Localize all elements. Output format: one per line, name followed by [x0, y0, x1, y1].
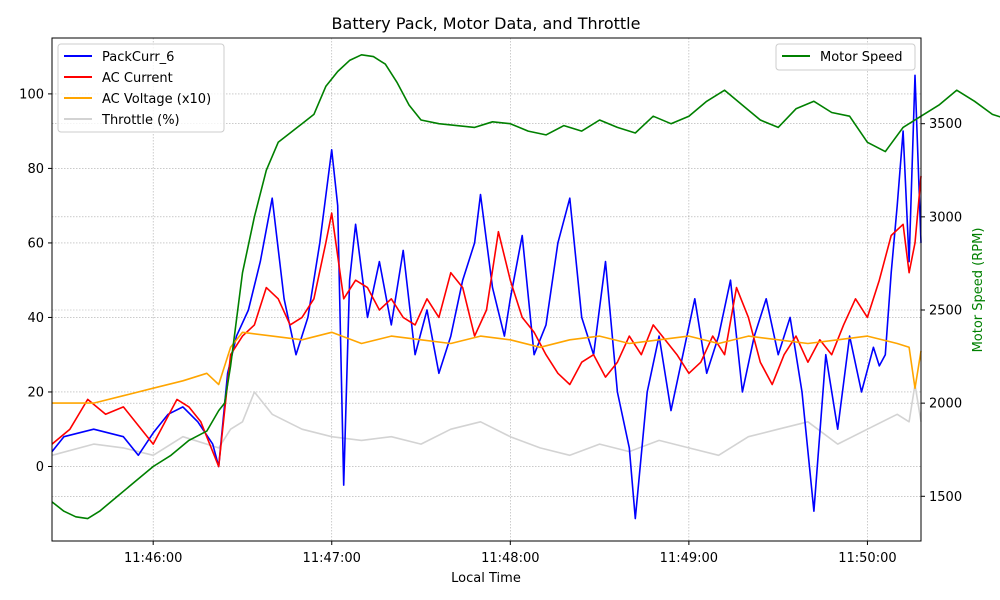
series-line-packcurr-6 [51, 74, 922, 520]
legend-label-throttle: Throttle (%) [101, 113, 180, 128]
legend-label-ac-current: AC Current [102, 71, 173, 86]
x-tick-label: 11:49:00 [660, 551, 718, 566]
y-left-tick-label: 20 [27, 385, 44, 400]
y-right-tick-label: 2500 [929, 303, 962, 318]
y-axis-right-title: Motor Speed (RPM) [971, 228, 986, 353]
chart-title: Battery Pack, Motor Data, and Throttle [332, 14, 641, 33]
y-left-tick-label: 0 [36, 460, 44, 475]
y-left-tick-label: 100 [19, 87, 44, 102]
series-line-motor-speed [51, 54, 1000, 520]
y-right-tick-label: 3000 [929, 210, 962, 225]
legend-right-box [775, 43, 916, 71]
legend-label-packcurr: PackCurr_6 [102, 50, 174, 65]
y-left-tick-label: 80 [27, 162, 44, 177]
y-axis-left: 0 20 40 60 80 100 [19, 87, 52, 475]
x-axis-title: Local Time [451, 571, 521, 586]
series-line-ac-voltage-x10 [52, 331, 922, 404]
legend-right: Motor Speed [775, 43, 916, 71]
y-axis-right: 1500 2000 2500 3000 3500 [921, 117, 962, 505]
y-right-tick-label: 2000 [929, 397, 962, 412]
legend-label-motor-speed: Motor Speed [820, 50, 902, 65]
legend-left: PackCurr_6 AC Current AC Voltage (x10) T… [57, 43, 225, 133]
plot-frame [51, 37, 922, 542]
series-line-ac-current [51, 175, 922, 468]
x-tick-label: 11:50:00 [838, 551, 896, 566]
x-tick-label: 11:48:00 [481, 551, 539, 566]
x-tick-label: 11:47:00 [303, 551, 361, 566]
x-tick-label: 11:46:00 [124, 551, 182, 566]
y-right-tick-label: 3500 [929, 117, 962, 132]
legend-label-ac-voltage: AC Voltage (x10) [102, 92, 211, 107]
series-lines [51, 54, 1000, 520]
series-line-throttle [51, 383, 922, 457]
y-left-tick-label: 60 [27, 236, 44, 251]
y-left-tick-label: 40 [27, 311, 44, 326]
y-right-tick-label: 1500 [929, 490, 962, 505]
legend-left-box [57, 43, 225, 133]
x-axis: 11:46:00 11:47:00 11:48:00 11:49:00 11:50:00 [124, 541, 897, 566]
